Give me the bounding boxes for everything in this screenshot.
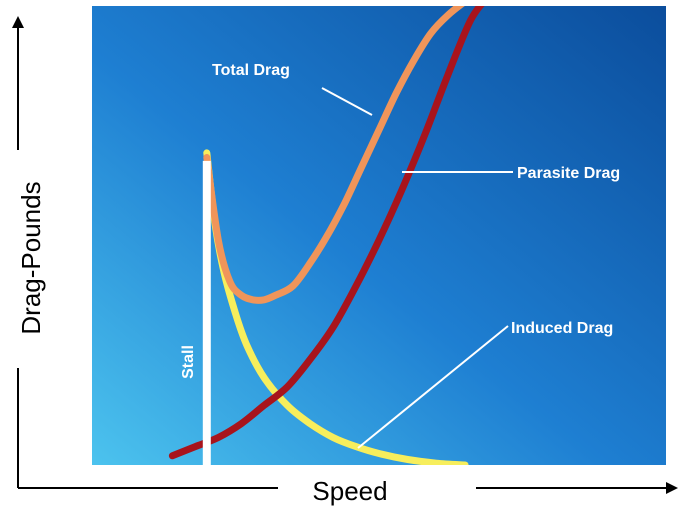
- x-axis-title: Speed: [312, 476, 387, 506]
- plot-area: [168, 6, 485, 465]
- total-drag-label: Total Drag: [212, 62, 290, 79]
- total-drag-leader-line: [321, 87, 373, 116]
- parasite-drag-label: Parasite Drag: [517, 165, 620, 182]
- induced-drag-leader-line: [357, 325, 509, 449]
- stall-label: Stall: [180, 345, 197, 379]
- parasite-drag-curve: [168, 6, 485, 460]
- y-axis-title: Drag-Pounds: [16, 181, 46, 334]
- total-drag-curve: [203, 6, 465, 304]
- induced-drag-label: Induced Drag: [511, 320, 613, 337]
